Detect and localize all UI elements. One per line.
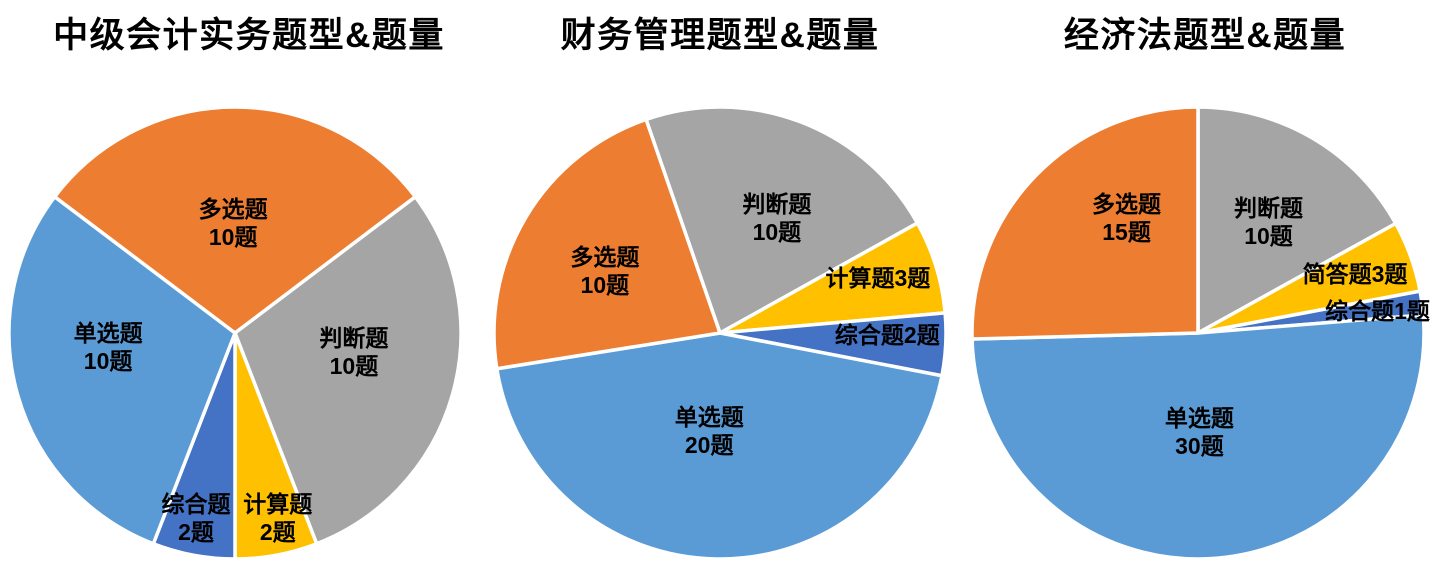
chart-section-intermediate-accounting: 中级会计实务题型&题量 多选题 10题 判断题 10题 计算题 2题 综合题 2题 单选题 10题 — [0, 0, 470, 569]
chart-title-intermediate-accounting: 中级会计实务题型&题量 — [53, 16, 445, 55]
pie-slice-单选题 — [7, 195, 237, 546]
pie-chart-intermediate-accounting: 多选题 10题 判断题 10题 计算题 2题 综合题 2题 单选题 10题 — [0, 98, 470, 568]
pie-chart-financial-management: 判断题 10题 计算题3题 综合题2题 单选题 20题 多选题 10题 — [485, 98, 955, 568]
pie-slice-多选题 — [970, 105, 1200, 341]
pie-chart-economic-law: 判断题 10题 简答题3题 综合题1题 单选题 30题 多选题 15题 — [963, 98, 1433, 568]
pie-slice-单选题 — [970, 313, 1426, 561]
pie-slice-多选题 — [492, 117, 722, 371]
pie-slice-判断题 — [1196, 105, 1398, 335]
chart-title-economic-law: 经济法题型&题量 — [1063, 16, 1347, 55]
chart-section-financial-management: 财务管理题型&题量 判断题 10题 计算题3题 综合题2题 单选题 20题 多选题 10题 — [485, 0, 955, 569]
pie-slice-单选题 — [495, 331, 944, 561]
pie-slice-判断题 — [233, 195, 463, 546]
chart-section-economic-law: 经济法题型&题量 判断题 10题 简答题3题 综合题1题 单选题 30题 多选题 15题 — [963, 0, 1433, 569]
pie-slice-多选题 — [52, 105, 418, 335]
pie-slice-判断题 — [644, 105, 920, 335]
chart-title-financial-management: 财务管理题型&题量 — [560, 16, 880, 55]
